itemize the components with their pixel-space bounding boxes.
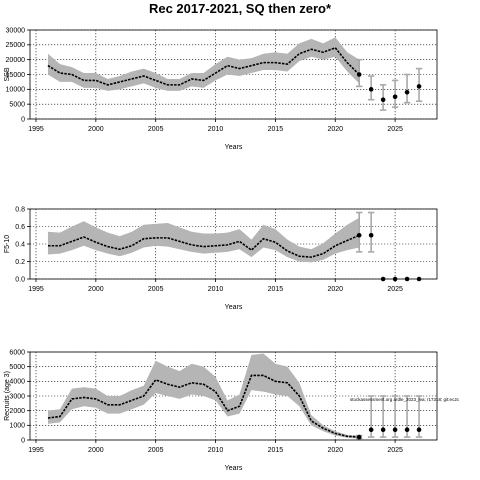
f-x-tick-label: 2000: [88, 286, 104, 293]
f-y-tick-label: 0.0: [15, 276, 25, 283]
recruits-y-tick-label: 4000: [9, 379, 25, 386]
f-y-axis-label: F5-10: [4, 235, 11, 253]
ssb-x-tick-label: 2015: [268, 126, 284, 133]
recruits-projection-point: [368, 427, 374, 433]
ssb-y-tick-label: 30000: [6, 27, 26, 34]
fishing-mortality-panel: 1995 2000 2005 2010 2015 2020 2025 0.0 0.2 0.4 0.6…: [4, 206, 438, 311]
recruits-y-tick-label: 2000: [9, 408, 25, 415]
ssb-y-axis-label: SSB: [4, 67, 11, 81]
f-x-axis-label: Years: [225, 304, 243, 311]
recruits-projection-point: [356, 434, 362, 440]
ssb-confidence-band: [47, 37, 360, 91]
f-x-tick-label: 2010: [208, 286, 224, 293]
ssb-projection-point: [380, 97, 386, 103]
recruits-y-tick-label: 3000: [9, 393, 25, 400]
f-x-tick-label: 2025: [387, 286, 403, 293]
recruits-y-tick-label: 6000: [9, 349, 25, 356]
f-y-tick-label: 0.8: [15, 206, 25, 213]
recruits-projection-point: [416, 427, 422, 433]
ssb-projection-point: [356, 72, 362, 77]
ssb-y-tick-label: 10000: [6, 87, 26, 94]
recruits-annotation: stockassessment.org ardle_2023_lea; r173…: [350, 397, 460, 402]
ssb-y-tick-label: 0: [21, 116, 25, 123]
recruits-confidence-band: [47, 353, 360, 439]
f-x-tick-label: 2005: [148, 286, 164, 293]
recruits-projection-point: [404, 427, 410, 433]
ssb-y-tick-label: 20000: [6, 57, 26, 64]
ssb-projection-point: [404, 90, 410, 95]
ssb-y-tick-label: 15000: [6, 72, 26, 79]
recruits-projection-point: [392, 427, 398, 433]
ssb-y-tick-label: 5000: [9, 102, 25, 109]
recruits-x-tick-label: 2005: [148, 447, 164, 454]
recruits-panel: 1995 2000 2005 2010 2015 2020 2025 0 1000 2000 300…: [4, 349, 460, 472]
recruits-x-tick-label: 2025: [387, 447, 403, 454]
recruits-y-tick-label: 5000: [9, 364, 25, 371]
recruits-x-tick-label: 2000: [88, 447, 104, 454]
recruits-y-tick-label: 1000: [9, 423, 25, 430]
recruits-y-axis-label: Recruits (age 3): [4, 371, 11, 421]
ssb-y-tick-label: 25000: [6, 42, 26, 49]
f-projection-point: [368, 232, 374, 238]
f-estimate-line: [47, 234, 360, 258]
ssb-x-axis-label: Years: [225, 144, 243, 151]
f-x-tick-label: 2020: [327, 286, 343, 293]
ssb-projection-point: [392, 94, 398, 100]
ssb-estimate-line: [47, 46, 360, 86]
ssb-x-tick-label: 2010: [208, 126, 224, 133]
ssb-x-tick-label: 2005: [148, 126, 164, 133]
recruits-x-tick-label: 1995: [28, 447, 44, 454]
recruits-x-tick-label: 2015: [268, 447, 284, 454]
f-projection-point: [356, 232, 362, 238]
ssb-x-tick-label: 2000: [88, 126, 104, 133]
f-x-tick-label: 1995: [28, 286, 44, 293]
f-y-tick-label: 0.2: [15, 259, 25, 266]
recruits-x-axis-label: Years: [225, 465, 243, 472]
recruits-x-tick-label: 2020: [327, 447, 343, 454]
f-y-tick-label: 0.4: [15, 241, 25, 248]
ssb-projection-point: [416, 84, 422, 89]
figure-title: Rec 2017-2021, SQ then zero*: [149, 1, 332, 16]
recruits-projection-point: [380, 427, 386, 433]
ssb-projection-point: [368, 87, 374, 92]
ssb-x-tick-label: 2020: [327, 126, 343, 133]
recruits-estimate-line: [47, 374, 360, 438]
recruits-y-tick-label: 0: [21, 437, 25, 444]
f-confidence-band: [47, 217, 360, 263]
recruits-x-tick-label: 2010: [208, 447, 224, 454]
f-y-tick-label: 0.6: [15, 224, 25, 231]
ssb-x-tick-label: 1995: [28, 126, 44, 133]
f-x-tick-label: 2015: [268, 286, 284, 293]
ssb-x-tick-label: 2025: [387, 126, 403, 133]
ssb-panel: 1995 2000 2005 2010 2015 2020 2025 0 5000 10000 15…: [4, 27, 438, 151]
